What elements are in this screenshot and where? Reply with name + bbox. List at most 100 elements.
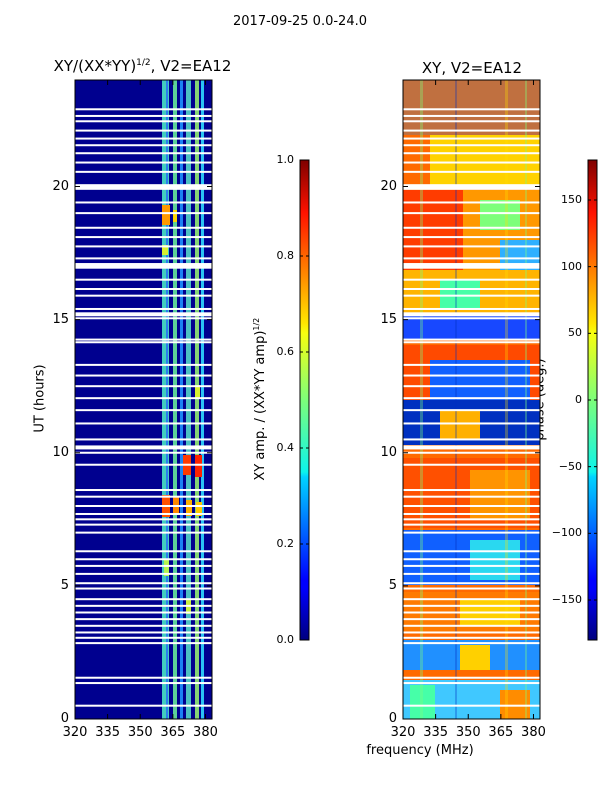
hot-spot bbox=[186, 500, 192, 516]
rfi-column bbox=[201, 80, 204, 719]
left-axes-frame bbox=[74, 79, 213, 720]
gap-stripe bbox=[75, 263, 212, 268]
gap-stripe bbox=[75, 201, 212, 204]
gap-stripe bbox=[75, 374, 212, 377]
colorbar-tick-label: 0 bbox=[575, 393, 582, 406]
ytick-label: 10 bbox=[52, 444, 69, 460]
gap-stripe bbox=[75, 108, 212, 111]
phase-streak bbox=[505, 80, 508, 719]
gap-stripe bbox=[75, 489, 212, 492]
gap-stripe bbox=[75, 317, 212, 320]
ytick-label: 20 bbox=[52, 178, 69, 194]
hot-spot bbox=[195, 455, 202, 477]
phase-patch bbox=[410, 685, 435, 719]
phase-streak bbox=[525, 80, 527, 719]
gap-stripe bbox=[75, 294, 212, 297]
gap-stripe bbox=[403, 438, 540, 441]
gap-stripe bbox=[403, 144, 540, 147]
gap-stripe bbox=[75, 642, 212, 645]
gap-stripe bbox=[403, 170, 540, 173]
gap-stripe bbox=[403, 624, 540, 627]
gap-stripe bbox=[75, 676, 212, 679]
rfi-column bbox=[186, 80, 191, 719]
gap-stripe bbox=[403, 564, 540, 567]
gap-stripe bbox=[403, 294, 540, 297]
gap-stripe bbox=[403, 278, 540, 281]
gap-stripe bbox=[403, 587, 540, 590]
gap-stripe bbox=[403, 611, 540, 614]
ytick-label: 0 bbox=[388, 711, 397, 726]
gap-stripe bbox=[75, 505, 212, 507]
right-colorbar-ticks bbox=[588, 199, 597, 601]
gap-stripe bbox=[75, 618, 212, 621]
gap-stripe bbox=[75, 307, 212, 310]
gap-stripe bbox=[403, 226, 540, 229]
colorbar-tick-label: −50 bbox=[558, 459, 582, 473]
xtick-label: 380 bbox=[193, 725, 218, 740]
phase-patch bbox=[430, 135, 540, 185]
gap-stripe bbox=[403, 631, 540, 634]
gap-stripe bbox=[75, 604, 212, 607]
gap-stripe bbox=[75, 445, 212, 450]
gap-stripe bbox=[75, 587, 212, 590]
left-heatmap bbox=[75, 80, 212, 719]
xtick-label: 320 bbox=[390, 725, 416, 740]
phase-streak bbox=[420, 80, 423, 719]
gap-stripe bbox=[403, 409, 540, 412]
rfi-column bbox=[180, 80, 183, 719]
xtick-label: 350 bbox=[127, 725, 153, 740]
gap-stripe bbox=[75, 137, 212, 140]
gap-stripe bbox=[75, 682, 212, 685]
gap-stripe bbox=[75, 463, 212, 466]
xtick-label: 335 bbox=[423, 725, 449, 740]
xtick-label: 320 bbox=[62, 725, 88, 740]
ytick-label: 5 bbox=[60, 577, 69, 593]
gap-stripe bbox=[75, 161, 212, 164]
colorbar-tick-label: 0.0 bbox=[276, 633, 295, 646]
gap-stripe bbox=[403, 236, 540, 239]
left-colorbar-ticks bbox=[300, 159, 309, 641]
gap-stripe bbox=[403, 161, 540, 164]
right-axes-frame bbox=[402, 79, 541, 720]
gap-stripe bbox=[75, 564, 212, 567]
ytick-label: 15 bbox=[380, 311, 397, 327]
gap-stripe bbox=[75, 624, 212, 627]
gap-stripe bbox=[75, 704, 212, 707]
gap-stripe bbox=[403, 317, 540, 320]
gap-stripe bbox=[75, 185, 212, 190]
colorbar-tick-label: 1.0 bbox=[276, 153, 295, 166]
gap-stripe bbox=[75, 385, 212, 388]
gap-stripe bbox=[403, 120, 540, 123]
gap-stripe bbox=[403, 505, 540, 507]
colorbar-tick-label: 0.4 bbox=[276, 441, 295, 454]
gap-stripe bbox=[75, 422, 212, 425]
figure-suptitle: 2017-09-25 0.0-24.0 bbox=[233, 14, 367, 29]
gap-stripe bbox=[403, 489, 540, 492]
colorbar-tick-label: 0.6 bbox=[276, 345, 295, 358]
gap-stripe bbox=[403, 618, 540, 621]
hot-spot bbox=[162, 245, 168, 255]
gap-stripe bbox=[75, 582, 212, 585]
right-heatmap bbox=[403, 80, 540, 719]
left-colorbar bbox=[299, 159, 310, 641]
gap-stripe bbox=[403, 385, 540, 388]
colorbar-tick-label: 50 bbox=[568, 326, 582, 340]
left-title-sup: 1/2 bbox=[136, 58, 151, 68]
left-panel-title: XY/(XX*YY)1/2, V2=EA12 bbox=[30, 57, 255, 75]
gap-stripe bbox=[75, 598, 212, 601]
phase-patch bbox=[470, 470, 530, 520]
rfi-column bbox=[166, 80, 168, 719]
gap-stripe bbox=[403, 363, 540, 366]
gap-stripe bbox=[75, 152, 212, 155]
xtick-label: 335 bbox=[95, 725, 121, 740]
gap-stripe bbox=[403, 495, 540, 498]
gap-stripe bbox=[403, 422, 540, 425]
gap-stripe bbox=[75, 170, 212, 173]
gap-stripe bbox=[403, 445, 540, 450]
gap-stripe bbox=[75, 409, 212, 412]
gap-stripe bbox=[75, 288, 212, 291]
gap-stripe bbox=[403, 201, 540, 204]
rfi-column bbox=[173, 80, 177, 719]
gap-stripe bbox=[403, 598, 540, 601]
